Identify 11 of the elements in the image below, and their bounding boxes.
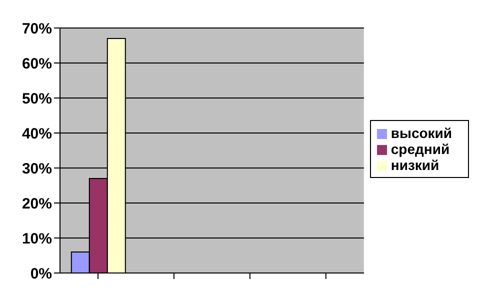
y-tick-label: 0% xyxy=(30,265,52,282)
y-tick-label: 50% xyxy=(22,90,52,108)
legend-label: низкий xyxy=(390,157,440,173)
y-tick-label: 70% xyxy=(22,20,52,38)
y-tick-label: 40% xyxy=(22,125,52,142)
legend-label: высокий xyxy=(390,125,452,141)
y-tick-label: 20% xyxy=(22,195,52,212)
y-tick-label: 60% xyxy=(22,55,52,72)
y-tick-label: 30% xyxy=(22,160,52,178)
legend-label: средний xyxy=(390,141,450,157)
y-tick-label: 10% xyxy=(22,230,52,248)
